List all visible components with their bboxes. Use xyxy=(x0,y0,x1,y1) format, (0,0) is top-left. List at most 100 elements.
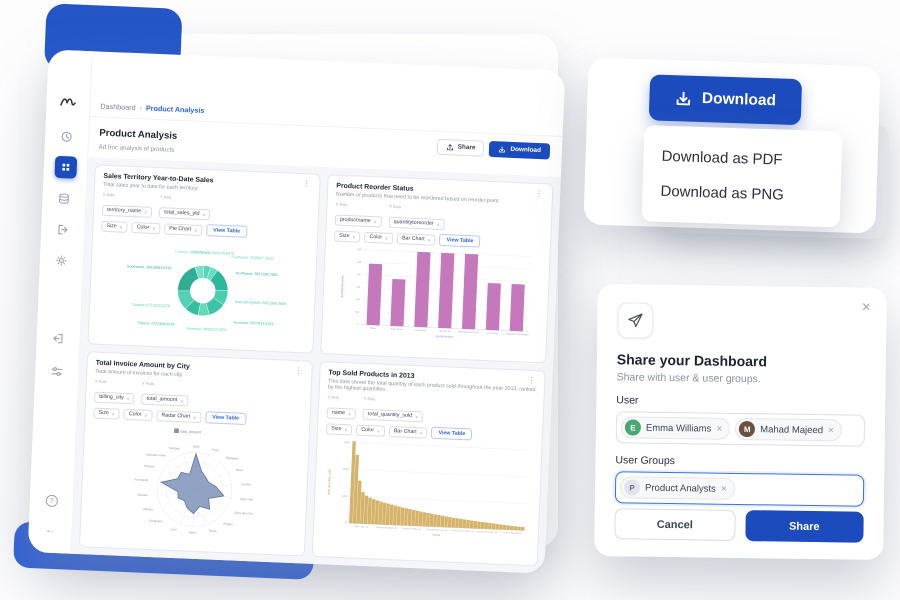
monitor-nav-icon[interactable] xyxy=(55,125,78,148)
svg-text:Northwest: 7887186.7882: Northwest: 7887186.7882 xyxy=(236,271,278,277)
caret-down-icon: ∨ xyxy=(111,411,115,417)
caret-down-icon: ∨ xyxy=(376,428,381,434)
x-field-select[interactable]: billing_city ∨ xyxy=(94,391,135,405)
y-field-select[interactable]: total_sales_ytd ∨ xyxy=(158,206,211,220)
color-select[interactable]: Color ∨ xyxy=(123,408,153,422)
sidebar: ? ← xyxy=(27,49,93,554)
y-field-value: quantitytoreorder xyxy=(393,218,434,227)
svg-text:Central: 3072175.118: Central: 3072175.118 xyxy=(175,250,210,255)
avatar: M xyxy=(739,420,756,438)
chart-type-select[interactable]: Bar Chart ∨ xyxy=(388,425,428,439)
size-select[interactable]: Size ∨ xyxy=(93,407,121,420)
chart-box: Northeast: 2402176.8476 Southeast: 253866… xyxy=(97,232,309,348)
user-groups-input[interactable]: P Product Analysts × xyxy=(614,471,865,507)
share-icon xyxy=(446,144,453,151)
svg-text:productname: productname xyxy=(436,334,454,339)
kebab-menu-icon[interactable]: ⋮ xyxy=(534,188,544,199)
cancel-button[interactable]: Cancel xyxy=(614,508,736,541)
share-modal-title: Share your Dashboard xyxy=(616,351,768,370)
y-axis-label: Y Axis xyxy=(159,194,172,200)
close-icon[interactable]: × xyxy=(861,298,871,316)
share-button[interactable]: Share xyxy=(436,138,485,157)
caret-down-icon: ∨ xyxy=(414,414,419,420)
dashboards-nav-icon[interactable] xyxy=(53,155,77,179)
integrations-nav-icon[interactable] xyxy=(47,327,70,350)
help-icon[interactable]: ? xyxy=(40,489,63,512)
svg-text:Blade: Blade xyxy=(370,328,377,330)
y-field-select[interactable]: quantitytoreorder ∨ xyxy=(388,216,445,230)
svg-text:New York: New York xyxy=(240,497,253,502)
x-field-select[interactable]: name ∨ xyxy=(326,407,357,420)
svg-text:HL Road Rear Wheel: HL Road Rear Wheel xyxy=(503,533,522,536)
download-dropdown-button[interactable]: Download xyxy=(648,74,803,126)
svg-text:Touring-1000 Blue, 60: Touring-1000 Blue, 60 xyxy=(402,529,422,532)
svg-text:500: 500 xyxy=(357,261,362,264)
breadcrumb-separator: › xyxy=(139,103,143,113)
caret-down-icon: ∨ xyxy=(202,211,206,217)
caret-down-icon: ∨ xyxy=(126,395,130,402)
y-axis-label: Y Axis xyxy=(363,396,376,402)
svg-text:France: 4772398.3078: France: 4772398.3078 xyxy=(138,321,175,327)
bar-chart-svg: 0 100 200 300 400 500 600 Blade Fork Crown Freewh… xyxy=(340,248,532,339)
dashboard-window: ? ← Dashboard › Product Analysis Product… xyxy=(13,3,566,580)
size-select[interactable]: Size ∨ xyxy=(333,230,361,243)
settings-nav-icon[interactable] xyxy=(50,249,73,272)
color-select[interactable]: Color ∨ xyxy=(364,231,394,244)
y-field-select[interactable]: total_amount ∨ xyxy=(141,393,189,407)
avatar: E xyxy=(624,419,642,436)
download-menu: Download as PDF Download as PNG xyxy=(641,125,843,228)
chart-type-select[interactable]: Pie Chart ∨ xyxy=(163,222,203,236)
color-select[interactable]: Color ∨ xyxy=(356,424,386,437)
svg-text:Berlin: Berlin xyxy=(189,531,197,535)
svg-text:LL Mountain Handlebars: LL Mountain Handlebars xyxy=(504,332,530,336)
color-select[interactable]: Color ∨ xyxy=(131,221,161,234)
share-confirm-button[interactable]: Share xyxy=(744,510,864,543)
chip-remove-icon[interactable]: × xyxy=(716,423,723,435)
kebab-menu-icon[interactable]: ⋮ xyxy=(527,376,536,386)
send-icon-box xyxy=(617,302,654,339)
share-modal-subtitle: Share with user & user groups. xyxy=(616,371,761,386)
user-chip: E Emma Williams × xyxy=(620,416,731,440)
svg-text:United Kingdom: 5012905.3656: United Kingdom: 5012905.3656 xyxy=(235,300,287,306)
chart-panel: Top Sold Products in 2013 ⋮ This data sh… xyxy=(311,361,546,567)
x-field-select[interactable]: productname ∨ xyxy=(334,214,382,227)
svg-text:name: name xyxy=(433,533,441,537)
svg-text:London: London xyxy=(241,483,251,487)
caret-down-icon: ∨ xyxy=(194,227,198,233)
chart-type-select[interactable]: Bar Chart ∨ xyxy=(396,232,436,246)
x-field-value: name xyxy=(331,410,346,417)
share-modal: × Share your Dashboard Share with user &… xyxy=(594,283,887,561)
kebab-menu-icon[interactable]: ⋮ xyxy=(302,179,311,189)
user-chip: M Mahad Majeed × xyxy=(735,417,843,442)
svg-text:Delhi: Delhi xyxy=(193,445,200,449)
svg-text:Mountain-200 Black, 42: Mountain-200 Black, 42 xyxy=(376,526,397,530)
svg-text:0: 0 xyxy=(345,522,347,525)
size-select[interactable]: Size ∨ xyxy=(325,423,353,436)
breadcrumb-parent[interactable]: Dashboard xyxy=(100,101,136,113)
y-field-value: total_quantity_sold xyxy=(367,411,413,420)
app-logo xyxy=(59,94,77,114)
y-field-value: total_sales_ytd xyxy=(164,209,200,217)
svg-text:Australia: 5977814.9154: Australia: 5977814.9154 xyxy=(234,321,274,327)
preferences-nav-icon[interactable] xyxy=(45,360,68,383)
menu-item-download-png[interactable]: Download as PNG xyxy=(660,182,785,204)
menu-item-download-pdf[interactable]: Download as PDF xyxy=(661,147,783,169)
svg-text:Southeast: 2538667.2515: Southeast: 2538667.2515 xyxy=(231,255,273,261)
chip-remove-icon[interactable]: × xyxy=(827,424,834,436)
chip-remove-icon[interactable]: × xyxy=(720,483,727,495)
kebab-menu-icon[interactable]: ⋮ xyxy=(294,366,303,376)
collapse-icon[interactable]: ← xyxy=(44,524,56,536)
svg-text:Salt Lake City: Salt Lake City xyxy=(234,511,253,516)
svg-text:Prague: Prague xyxy=(223,522,233,526)
download-button[interactable]: Download xyxy=(489,140,551,160)
svg-text:600: 600 xyxy=(358,248,363,251)
x-field-select[interactable]: territory_name ∨ xyxy=(101,204,153,218)
y-field-select[interactable]: total_quantity_sold ∨ xyxy=(362,408,424,423)
size-select[interactable]: Size ∨ xyxy=(101,220,128,233)
database-nav-icon[interactable] xyxy=(53,187,76,210)
svg-text:100: 100 xyxy=(355,311,360,314)
user-input[interactable]: E Emma Williams × M Mahad Majeed × xyxy=(615,411,866,447)
export-nav-icon[interactable] xyxy=(51,218,74,241)
group-chip-name: Product Analysts xyxy=(644,482,716,495)
radar-chart-svg: total_amount Delhi Paris Budapest Reno London… xyxy=(134,428,254,535)
